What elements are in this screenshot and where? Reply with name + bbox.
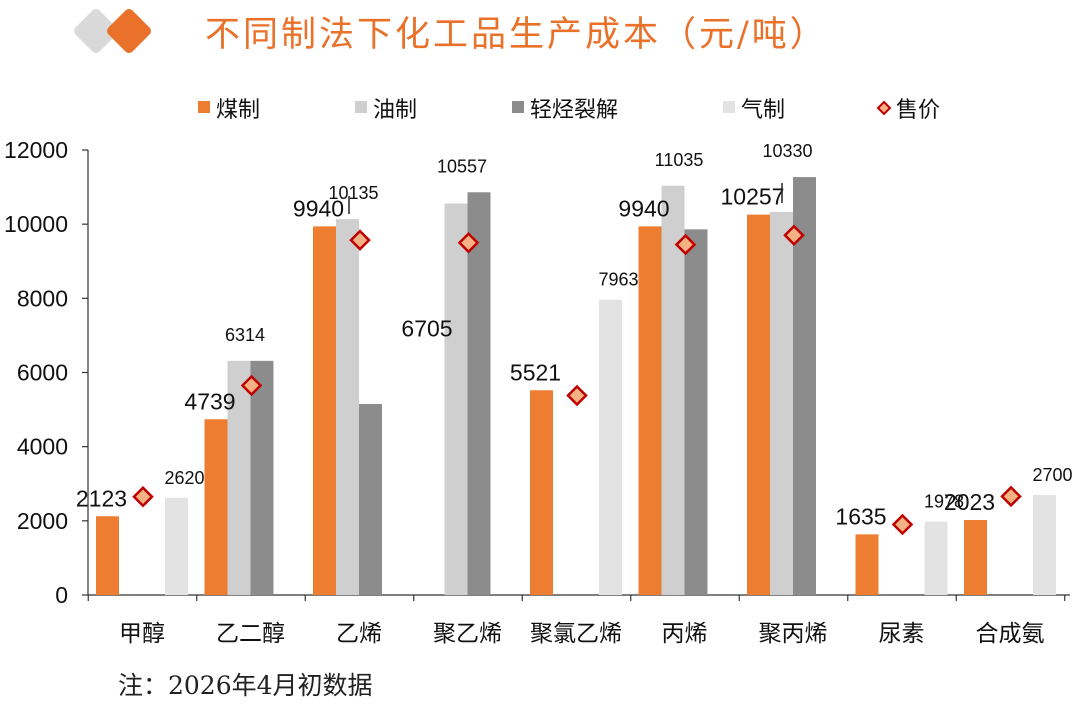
- page-title: 不同制法下化工品生产成本（元/吨）: [205, 15, 828, 55]
- x-tick-label: 聚氯乙烯: [530, 620, 622, 646]
- bar-coal: [204, 419, 228, 595]
- logo-orange-diamond: [107, 9, 151, 53]
- legend-label: 煤制: [216, 97, 260, 122]
- bar-light_cracking: [467, 192, 491, 595]
- bar-oil: [661, 185, 685, 596]
- x-tick-label: 聚丙烯: [759, 620, 828, 646]
- bar-gas: [599, 299, 622, 595]
- bar-coal: [313, 226, 336, 595]
- x-tick-label: 尿素: [879, 620, 925, 646]
- x-tick-label: 乙烯: [336, 620, 382, 646]
- data-label: 9940: [293, 195, 344, 221]
- data-label: 1635: [835, 503, 886, 529]
- price-marker: [457, 231, 480, 254]
- bar-coal: [96, 516, 119, 595]
- data-label: 5521: [510, 359, 561, 385]
- bar-gas: [165, 497, 188, 595]
- data-label: 2620: [164, 468, 204, 488]
- data-label: 10135: [328, 183, 378, 203]
- price-marker: [132, 485, 154, 508]
- footnote: 注：2026年4月初数据: [118, 671, 373, 700]
- legend-swatch: [876, 100, 892, 116]
- price-marker: [566, 384, 588, 407]
- price-marker: [1000, 485, 1022, 508]
- legend-swatch: [198, 101, 210, 113]
- bar-oil: [444, 203, 468, 596]
- data-label: 11035: [655, 150, 704, 170]
- legend-swatch: [723, 101, 735, 113]
- logo-mark: [74, 9, 151, 53]
- bar-coal: [964, 519, 987, 595]
- x-tick-label: 合成氨: [976, 620, 1045, 646]
- price-marker: [674, 233, 697, 256]
- legend-swatch: [355, 101, 367, 113]
- data-label: 9940: [618, 195, 669, 221]
- bar-light_cracking: [359, 404, 382, 595]
- legend-label: 售价: [896, 97, 940, 122]
- data-label: 10557: [437, 156, 487, 176]
- bar-gas: [924, 521, 948, 595]
- y-tick-label: 0: [55, 582, 68, 608]
- price-marker: [349, 229, 371, 251]
- data-label: 2123: [76, 485, 127, 511]
- x-tick-label: 聚乙烯: [433, 620, 502, 646]
- x-tick-label: 甲醇: [119, 620, 165, 646]
- x-tick-label: 丙烯: [662, 620, 708, 646]
- bar-light_cracking: [793, 177, 816, 595]
- bar-gas: [1033, 494, 1056, 595]
- data-label: 10330: [762, 141, 812, 161]
- y-tick-label: 8000: [17, 285, 68, 311]
- bar-light_cracking: [684, 229, 708, 595]
- bar-coal: [530, 390, 553, 595]
- header: 不同制法下化工品生产成本（元/吨）: [0, 0, 1080, 70]
- price-marker: [240, 374, 263, 397]
- legend-label: 气制: [741, 97, 785, 122]
- bar-oil: [770, 211, 793, 595]
- bar-light_cracking: [250, 360, 274, 595]
- x-tick-label: 乙二醇: [216, 620, 285, 646]
- data-label: 10257: [721, 184, 785, 210]
- legend-swatch: [512, 101, 524, 113]
- legend-label: 油制: [373, 97, 417, 122]
- legend-label: 轻烃裂解: [530, 97, 618, 122]
- y-tick-label: 6000: [17, 360, 68, 386]
- price-marker: [783, 224, 805, 247]
- price-marker: [891, 513, 914, 536]
- y-tick-label: 4000: [17, 434, 68, 460]
- bar-oil: [336, 219, 359, 596]
- bar-oil: [227, 360, 251, 595]
- data-label: 2023: [944, 489, 995, 515]
- bar-coal: [855, 534, 879, 595]
- data-label: 6705: [401, 315, 452, 341]
- y-tick-label: 12000: [4, 137, 68, 163]
- logo-gray-diamond: [74, 9, 118, 53]
- data-label: 2700: [1032, 465, 1072, 485]
- bar-coal: [638, 226, 662, 595]
- data-label: 7963: [598, 270, 638, 290]
- bar-coal: [747, 214, 770, 596]
- data-label: 4739: [184, 388, 235, 414]
- y-tick-label: 2000: [17, 508, 68, 534]
- data-label: 6314: [225, 325, 265, 345]
- y-tick-label: 10000: [4, 211, 68, 237]
- data-label: 1978: [924, 492, 964, 512]
